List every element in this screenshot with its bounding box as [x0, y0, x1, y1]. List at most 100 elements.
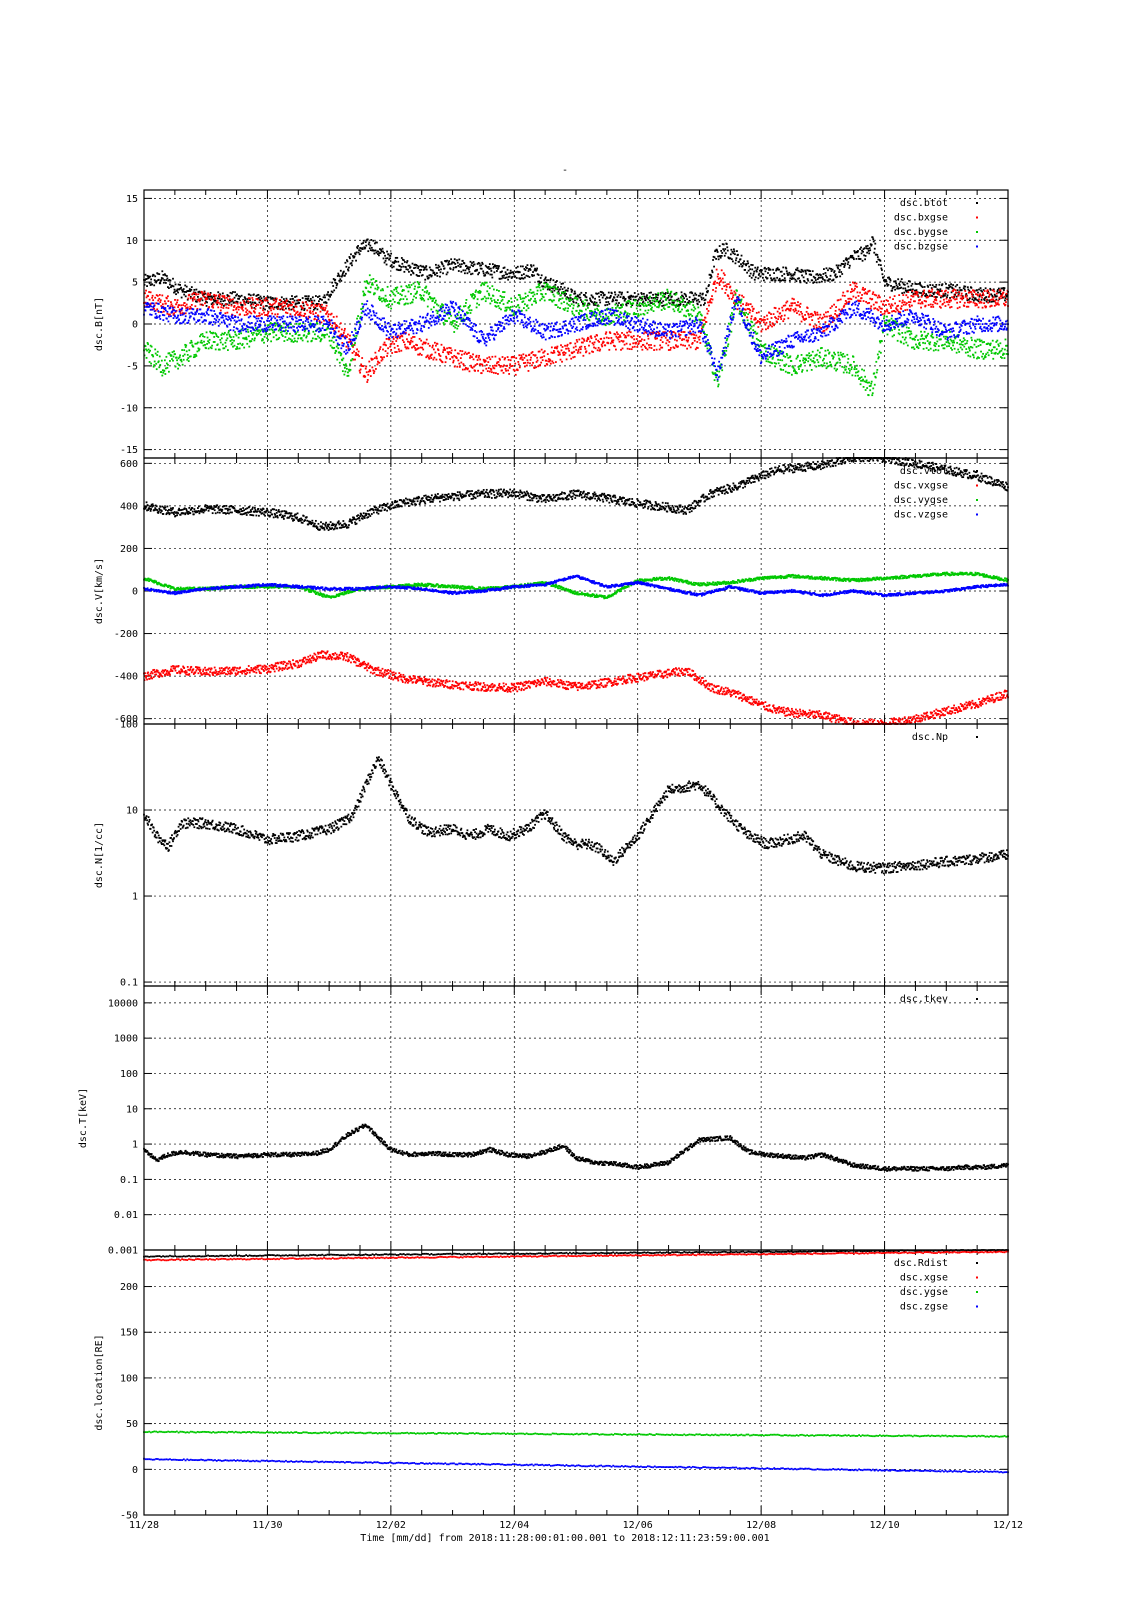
data-point	[193, 354, 196, 356]
data-point	[359, 247, 362, 249]
data-point	[516, 270, 519, 273]
data-point	[611, 306, 614, 309]
data-point	[601, 345, 604, 348]
data-point	[182, 355, 185, 357]
data-point	[557, 286, 559, 289]
data-point	[934, 296, 937, 298]
data-point	[750, 320, 753, 323]
data-point	[550, 351, 553, 354]
data-point	[782, 355, 785, 357]
data-point	[431, 299, 434, 302]
data-point	[155, 302, 158, 305]
data-point	[294, 314, 296, 316]
data-point	[866, 387, 869, 389]
data-point	[470, 364, 472, 367]
data-point	[658, 348, 661, 351]
data-point	[641, 295, 644, 298]
data-point	[697, 298, 700, 301]
data-point	[272, 298, 275, 301]
data-point	[149, 303, 152, 306]
data-point	[779, 359, 782, 361]
data-point	[201, 303, 203, 306]
data-point	[791, 277, 794, 279]
data-point	[784, 266, 787, 269]
data-point	[1003, 289, 1005, 291]
data-point	[546, 285, 549, 288]
data-point	[252, 331, 255, 334]
data-point	[824, 315, 826, 318]
data-point	[336, 325, 339, 327]
data-point	[828, 267, 831, 270]
data-point	[230, 343, 233, 346]
data-point	[928, 290, 931, 293]
data-point	[980, 298, 983, 301]
data-point	[273, 306, 276, 309]
data-point	[485, 367, 488, 370]
data-point	[560, 282, 563, 285]
data-point	[799, 359, 801, 362]
data-point	[442, 272, 444, 275]
data-point	[164, 302, 167, 305]
data-point	[836, 275, 839, 278]
data-point	[740, 300, 742, 302]
data-point	[467, 367, 469, 370]
data-point	[144, 292, 146, 295]
data-point	[751, 336, 754, 339]
data-point	[678, 303, 680, 306]
data-point	[368, 274, 371, 277]
data-point	[873, 247, 876, 250]
data-point	[500, 308, 502, 311]
data-point	[556, 287, 558, 290]
data-point	[724, 248, 727, 250]
data-point	[525, 274, 528, 277]
data-point	[398, 299, 401, 302]
data-point	[487, 367, 490, 369]
data-point	[747, 269, 750, 272]
data-point	[465, 302, 467, 304]
data-point	[572, 356, 575, 359]
data-point	[291, 304, 293, 306]
data-point	[203, 291, 206, 294]
data-point	[999, 292, 1002, 295]
data-point	[782, 279, 785, 282]
data-point	[927, 304, 930, 306]
data-point	[710, 274, 712, 277]
data-point	[586, 304, 589, 307]
data-point	[876, 296, 879, 299]
data-point	[857, 299, 859, 302]
data-point	[178, 288, 181, 290]
data-point	[421, 346, 424, 349]
data-point	[306, 297, 309, 300]
data-point	[499, 302, 501, 304]
data-point	[626, 347, 629, 350]
data-point	[407, 264, 410, 267]
data-point	[755, 269, 758, 272]
data-point	[209, 346, 212, 349]
data-point	[951, 296, 953, 299]
data-point	[235, 306, 238, 309]
data-point	[327, 313, 330, 316]
data-point	[516, 265, 519, 268]
data-point	[369, 291, 372, 294]
data-point	[919, 284, 922, 286]
data-point	[818, 316, 821, 319]
data-point	[532, 264, 535, 267]
data-point	[198, 300, 201, 303]
data-point	[333, 322, 336, 324]
data-point	[864, 375, 867, 378]
data-point	[425, 265, 428, 268]
data-point	[695, 346, 698, 349]
data-point	[624, 336, 626, 339]
data-point	[452, 361, 455, 364]
data-point	[616, 331, 618, 334]
data-point	[587, 338, 590, 340]
data-point	[570, 303, 573, 306]
data-point	[498, 290, 500, 292]
data-point	[348, 368, 350, 371]
data-point	[512, 355, 515, 358]
data-point	[386, 300, 388, 302]
data-point	[843, 266, 846, 268]
data-point	[863, 292, 866, 295]
data-point	[699, 313, 702, 316]
data-point	[423, 266, 426, 269]
